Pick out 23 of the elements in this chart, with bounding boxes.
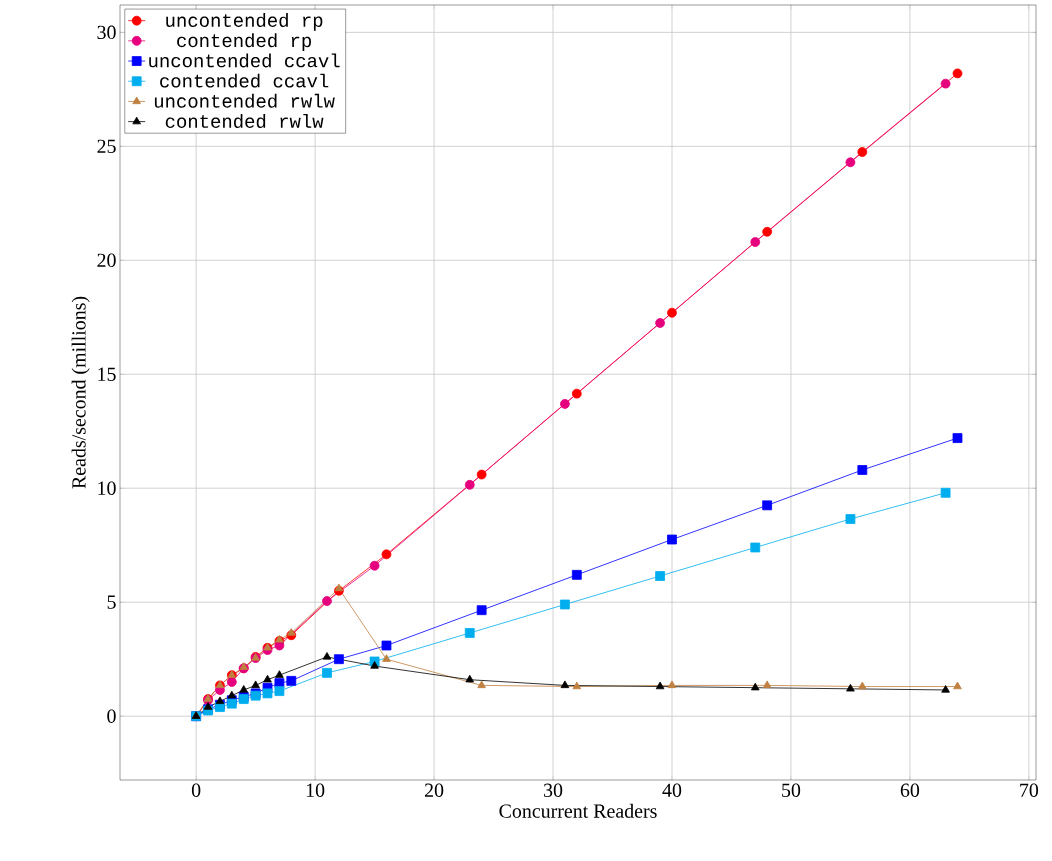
y-tick-label: 15 [98,367,116,381]
y-tick-label: 0 [107,709,116,723]
y-tick-label: 10 [98,481,116,495]
legend-label: uncontended ccavl [149,53,340,68]
y-tick-label: 25 [97,139,116,153]
legend-label: contended rwlw [165,114,324,128]
x-axis-title: Concurrent Readers [499,803,657,818]
y-tick-label: 30 [97,25,116,40]
x-tick-label: 70 [1020,783,1039,797]
legend-label: contended rp [177,33,311,51]
x-tick-label: 0 [191,783,201,797]
y-tick-label: 5 [107,595,116,609]
x-tick-label: 30 [544,783,563,797]
y-tick-label: 20 [97,253,116,267]
x-tick-label: 20 [424,783,444,797]
x-tick-label: 50 [782,783,801,797]
x-tick-label: 40 [662,783,682,797]
x-tick-label: 60 [900,783,920,797]
legend-label: uncontended rp [166,13,323,31]
legend-label: contended ccavl [160,73,329,88]
legend-label: uncontended rwlw [154,93,335,108]
x-tick-label: 10 [306,783,325,797]
y-axis-title: Reads/second (millions) [71,296,90,489]
